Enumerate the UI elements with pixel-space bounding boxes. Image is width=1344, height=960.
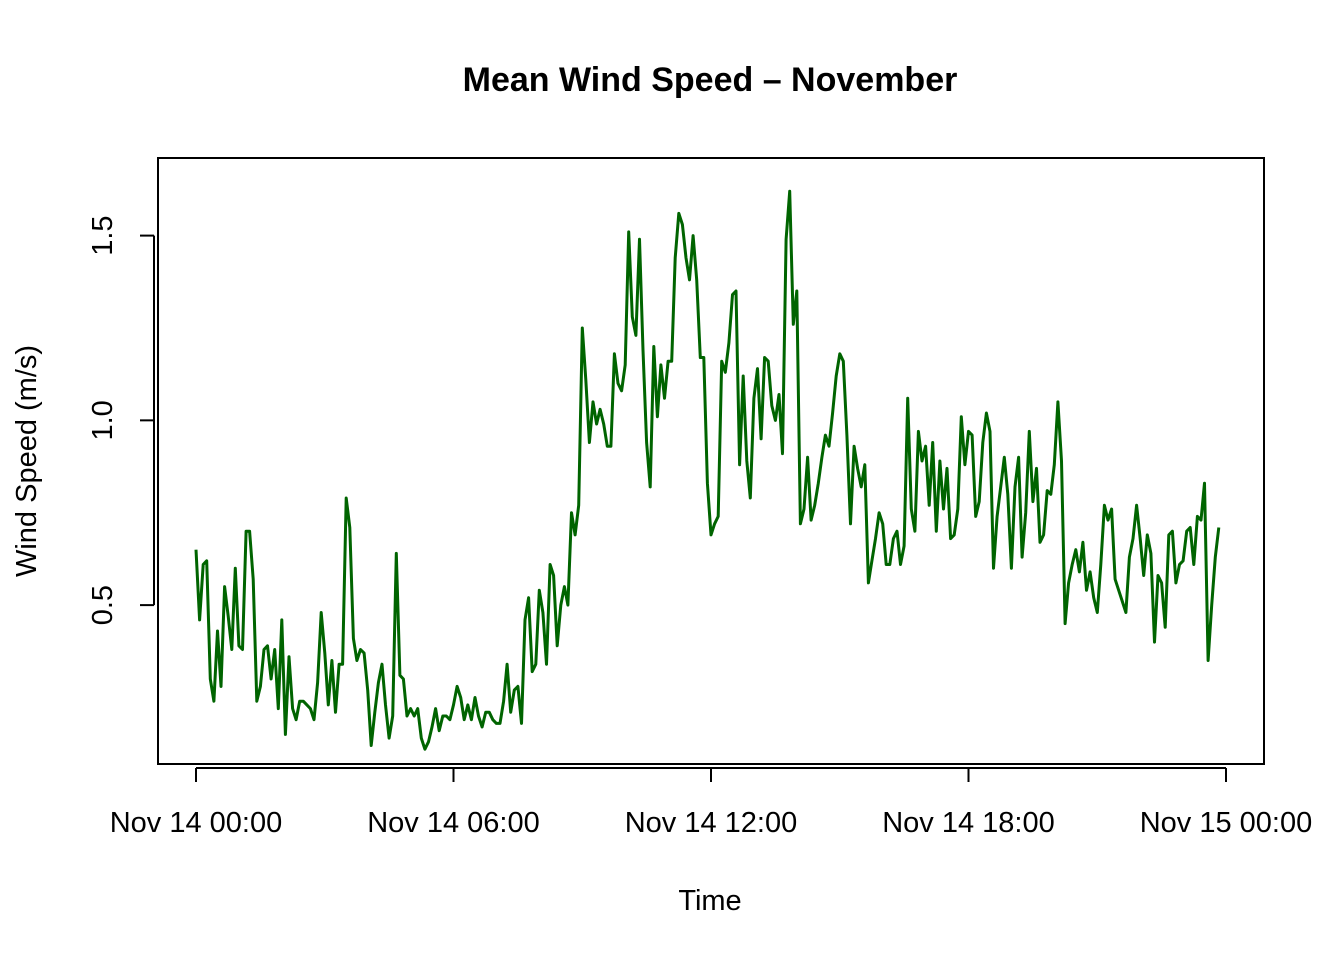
- plot-frame: [157, 157, 1265, 765]
- x-tick-label: Nov 14 18:00: [882, 807, 1055, 839]
- y-tick-label: 1.0: [87, 400, 119, 440]
- x-axis-label: Time: [678, 885, 741, 917]
- y-axis-label: Wind Speed (m/s): [11, 345, 43, 577]
- x-tick-label: Nov 14 00:00: [110, 807, 283, 839]
- y-tick-label: 0.5: [87, 585, 119, 625]
- y-tick-label: 1.5: [87, 215, 119, 255]
- chart-title: Mean Wind Speed – November: [463, 61, 958, 99]
- x-axis: Nov 14 00:00 Nov 14 06:00 Nov 14 12:00 Nov …: [110, 767, 1313, 839]
- x-tick-label: Nov 14 06:00: [367, 807, 540, 839]
- x-tick-label: Nov 14 12:00: [625, 807, 798, 839]
- y-axis: 0.5 1.0 1.5: [87, 215, 155, 625]
- x-tick-label: Nov 15 00:00: [1140, 807, 1313, 839]
- wind-speed-series-line: [194, 189, 1221, 751]
